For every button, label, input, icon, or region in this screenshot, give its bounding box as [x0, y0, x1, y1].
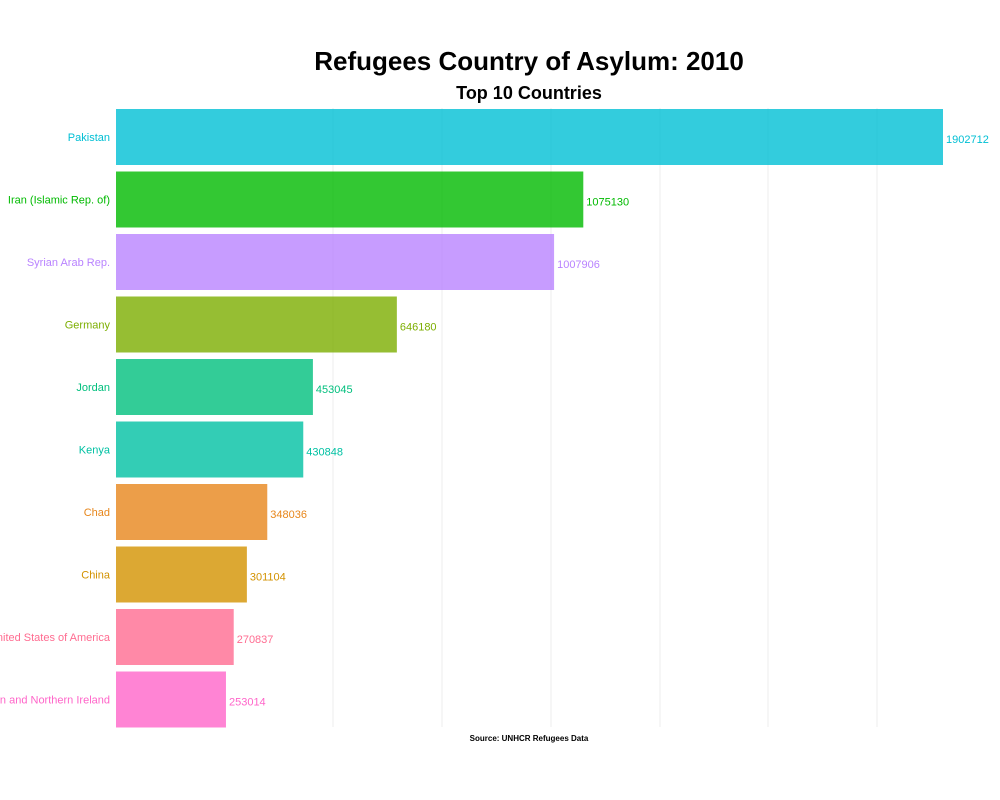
bar-1	[116, 109, 943, 165]
bar-4	[116, 296, 397, 353]
bar-8	[116, 546, 247, 603]
category-label-2: Iran (Islamic Rep. of)	[8, 195, 110, 207]
category-label-10: United Kingdom of Great Britain and Nort…	[0, 695, 110, 707]
category-label-7: Chad	[84, 507, 110, 519]
value-label-3: 1007906	[557, 259, 600, 271]
bar-5	[116, 359, 313, 415]
chart-subtitle: Top 10 Countries	[456, 83, 602, 103]
category-label-4: Germany	[65, 320, 111, 332]
chart-caption: Source: UNHCR Refugees Data	[470, 734, 589, 743]
category-label-3: Syrian Arab Rep.	[27, 257, 110, 269]
bar-2	[116, 171, 584, 228]
category-label-1: Pakistan	[68, 132, 110, 144]
chart-title: Refugees Country of Asylum: 2010	[314, 46, 744, 76]
value-label-6: 430848	[306, 447, 343, 459]
bar-3	[116, 234, 555, 290]
value-label-1: 1902712	[946, 134, 989, 146]
value-label-4: 646180	[400, 322, 437, 334]
category-label-9: United States of America	[0, 632, 111, 644]
value-labels: 1902712 1075130 1007906 646180 453045 430848 3…	[229, 134, 989, 709]
value-label-2: 1075130	[586, 197, 629, 209]
bar-7	[116, 484, 268, 540]
bar-9	[116, 609, 234, 665]
bar-6	[116, 421, 304, 478]
category-label-8: China	[81, 570, 111, 582]
value-label-8: 301104	[250, 572, 286, 584]
category-label-5: Jordan	[76, 382, 110, 394]
value-label-9: 270837	[237, 634, 274, 646]
bar-10	[116, 671, 226, 728]
value-label-5: 453045	[316, 384, 353, 396]
value-label-10: 253014	[229, 697, 266, 709]
value-label-7: 348036	[270, 509, 307, 521]
bars	[116, 109, 943, 728]
category-label-6: Kenya	[79, 445, 111, 457]
category-labels: Pakistan Iran (Islamic Rep. of) Syrian Ara…	[0, 132, 111, 707]
